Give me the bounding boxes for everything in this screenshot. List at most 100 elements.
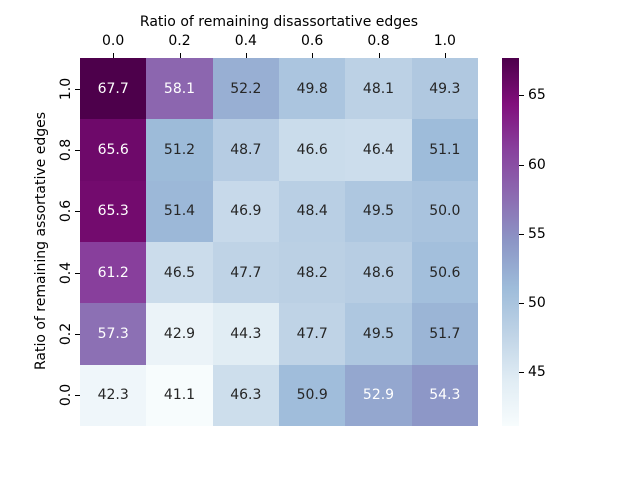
heatmap-cell-value: 46.6: [296, 141, 328, 158]
heatmap-cell-r0c0: 67.7: [80, 58, 147, 120]
heatmap-cell-r5c2: 46.3: [212, 364, 279, 426]
heatmap-cell-value: 54.3: [429, 387, 461, 404]
heatmap-cell-value: 49.3: [429, 80, 461, 97]
heatmap-cell-value: 65.3: [97, 203, 129, 220]
x-tick-label: 0.0: [102, 33, 125, 49]
heatmap-cell-r2c4: 49.5: [345, 180, 412, 242]
y-tick-mark: [75, 150, 80, 151]
heatmap-cell-value: 46.3: [230, 387, 262, 404]
heatmap-cell-r2c5: 50.0: [411, 180, 478, 242]
y-tick-label: 0.2: [58, 322, 74, 346]
colorbar: [502, 58, 519, 426]
heatmap-grid: 67.7 58.1 52.2 49.8 48.1 49.3 65.6 51.2 48.7 46.6…: [80, 58, 478, 426]
x-tick-mark: [378, 53, 380, 58]
x-tick-mark: [444, 53, 446, 58]
x-tick-label: 0.6: [301, 33, 324, 49]
colorbar-tick-mark: [519, 233, 524, 235]
x-tick-mark: [312, 53, 314, 58]
heatmap-cell-r4c5: 51.7: [411, 303, 478, 365]
colorbar-tick-label: 55: [528, 225, 546, 242]
y-tick-label: 0.0: [58, 384, 74, 407]
heatmap-cell-value: 42.3: [97, 387, 129, 404]
colorbar-tick-label: 45: [528, 364, 546, 381]
y-tick-label: 0.8: [58, 138, 74, 162]
heatmap-cell-value: 51.7: [429, 325, 461, 342]
heatmap-cell-value: 49.5: [362, 325, 395, 342]
colorbar-tick-label: 50: [528, 294, 546, 311]
colorbar-tick-mark: [519, 302, 524, 304]
colorbar-tick-mark: [519, 372, 524, 374]
heatmap-cell-r1c4: 46.4: [345, 119, 412, 181]
heatmap-cell-r3c4: 48.6: [345, 241, 412, 304]
heatmap-cell-value: 47.7: [296, 325, 328, 342]
heatmap-cell-r2c2: 46.9: [212, 180, 279, 242]
heatmap-cell-r1c5: 51.1: [411, 119, 478, 181]
x-tick-mark: [179, 53, 181, 58]
y-axis-label: Ratio of remaining assortative edges: [33, 111, 49, 371]
heatmap-cell-r4c4: 49.5: [345, 303, 412, 365]
x-tick-mark: [113, 53, 115, 58]
heatmap-cell-r5c0: 42.3: [80, 364, 147, 426]
y-tick-label: 0.6: [58, 200, 74, 223]
heatmap-cell-value: 51.2: [163, 141, 196, 158]
heatmap-cell-r4c3: 47.7: [279, 303, 346, 365]
heatmap-cell-value: 58.1: [163, 80, 196, 97]
heatmap-cell-r5c1: 41.1: [146, 364, 213, 426]
heatmap-cell-value: 46.9: [230, 203, 262, 220]
heatmap-cell-r5c3: 50.9: [279, 364, 346, 426]
heatmap-cell-value: 51.1: [429, 141, 461, 158]
heatmap-cell-r0c1: 58.1: [146, 58, 213, 120]
heatmap-cell-r1c1: 51.2: [146, 119, 213, 181]
heatmap-cell-r1c3: 46.6: [279, 119, 346, 181]
x-tick-label: 0.4: [234, 33, 257, 49]
heatmap-cell-value: 61.2: [97, 264, 129, 281]
heatmap-cell-r3c1: 46.5: [146, 241, 213, 304]
heatmap-cell-value: 52.9: [362, 387, 395, 404]
colorbar-tick-label: 60: [528, 156, 546, 173]
heatmap-cell-value: 47.7: [230, 264, 262, 281]
x-axis-label: Ratio of remaining disassortative edges: [139, 14, 419, 30]
heatmap-cell-r5c5: 54.3: [411, 364, 478, 426]
heatmap-cell-value: 51.4: [163, 203, 196, 220]
heatmap-cell-value: 48.7: [230, 141, 262, 158]
y-tick-label: 0.4: [58, 261, 74, 284]
heatmap-cell-r0c3: 49.8: [279, 58, 346, 120]
y-tick-mark: [75, 395, 80, 397]
heatmap-cell-r5c4: 52.9: [345, 364, 412, 426]
heatmap-cell-value: 44.3: [230, 325, 262, 342]
heatmap-cell-value: 46.4: [362, 141, 395, 158]
y-tick-mark: [75, 272, 80, 274]
heatmap-cell-r0c5: 49.3: [411, 58, 478, 120]
heatmap-cell-value: 52.2: [230, 80, 262, 97]
heatmap-cell-value: 48.4: [296, 203, 328, 220]
heatmap-cell-r4c2: 44.3: [212, 303, 279, 365]
heatmap-cell-value: 42.9: [163, 325, 196, 342]
heatmap-cell-value: 49.8: [296, 80, 328, 97]
heatmap-cell-value: 50.6: [429, 264, 461, 281]
heatmap-cell-r4c1: 42.9: [146, 303, 213, 365]
y-tick-mark: [75, 88, 80, 90]
heatmap-cell-r2c0: 65.3: [80, 180, 147, 242]
heatmap-cell-value: 65.6: [97, 141, 129, 158]
x-tick-mark: [245, 53, 247, 58]
heatmap-cell-value: 48.1: [362, 80, 395, 97]
heatmap-cell-r0c4: 48.1: [345, 58, 412, 120]
colorbar-tick-mark: [519, 164, 524, 166]
x-tick-label: 0.8: [367, 33, 390, 49]
heatmap-cell-value: 48.2: [296, 264, 328, 281]
heatmap-cell-value: 67.7: [97, 80, 129, 97]
x-tick-label: 0.2: [168, 33, 191, 49]
heatmap-cell-r3c3: 48.2: [279, 241, 346, 304]
heatmap-cell-r3c0: 61.2: [80, 241, 147, 304]
heatmap-cell-value: 46.5: [163, 264, 196, 281]
heatmap-cell-value: 57.3: [97, 325, 129, 342]
heatmap-cell-r1c0: 65.6: [80, 119, 147, 181]
heatmap-cell-value: 50.0: [429, 203, 461, 220]
heatmap-cell-r3c2: 47.7: [212, 241, 279, 304]
colorbar-tick-mark: [519, 95, 524, 97]
heatmap-cell-r1c2: 48.7: [212, 119, 279, 181]
heatmap-cell-r0c2: 52.2: [212, 58, 279, 120]
heatmap-cell-value: 41.1: [163, 387, 196, 404]
heatmap-cell-value: 48.6: [362, 264, 395, 281]
